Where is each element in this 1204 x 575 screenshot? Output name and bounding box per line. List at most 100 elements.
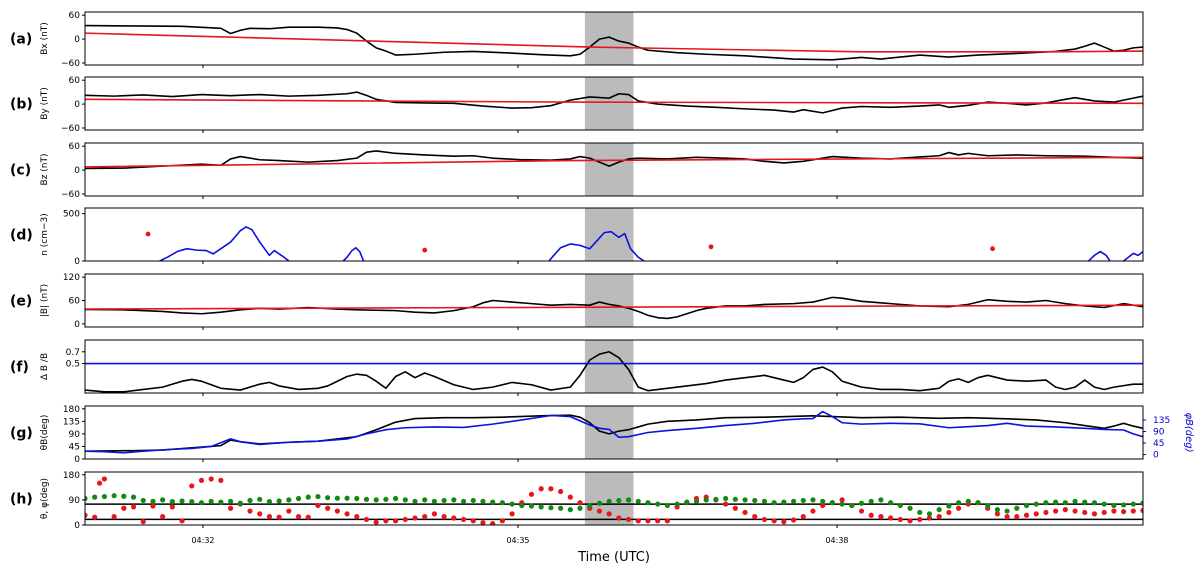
y-tick-label: 500: [63, 210, 80, 220]
data-point: [1033, 511, 1039, 517]
series-line-segment: [548, 230, 645, 261]
series-group: [85, 150, 1143, 170]
y-tick-label: 0: [74, 455, 80, 465]
data-point: [1101, 501, 1107, 507]
data-point: [1091, 500, 1098, 506]
data-point: [257, 496, 263, 502]
data-point: [625, 516, 632, 523]
shaded-interval: [584, 472, 634, 525]
data-point: [645, 518, 651, 524]
data-point: [237, 500, 243, 506]
data-point: [897, 516, 903, 523]
panel-frame: [84, 273, 1144, 328]
data-point: [96, 480, 103, 486]
series-group: [85, 296, 1143, 320]
data-point: [616, 515, 622, 521]
y-tick-label: −60: [61, 59, 80, 69]
data-point: [820, 498, 826, 504]
data-point: [373, 519, 379, 525]
panel-letter: (d): [10, 228, 33, 244]
data-point: [752, 497, 758, 504]
series-line: [85, 32, 1143, 53]
data-point: [198, 477, 205, 483]
data-point: [810, 497, 816, 503]
data-point: [1014, 505, 1020, 511]
data-point: [490, 521, 496, 525]
data-point: [888, 500, 894, 506]
data-point: [965, 498, 971, 504]
data-point: [189, 498, 195, 505]
data-point: [198, 500, 205, 506]
data-point: [490, 499, 496, 505]
data-point: [1053, 499, 1059, 505]
y-tick-label: 0: [74, 35, 80, 45]
data-point: [1062, 507, 1068, 513]
data-point: [752, 514, 758, 520]
data-point: [878, 514, 884, 520]
data-point: [781, 519, 787, 525]
data-point: [393, 518, 399, 524]
data-point: [441, 514, 447, 520]
data-point: [179, 518, 185, 524]
data-point: [208, 498, 214, 504]
data-point: [1043, 509, 1049, 516]
series-line: [85, 304, 1143, 310]
data-point: [412, 515, 418, 521]
series-group: [85, 410, 1143, 454]
data-point: [596, 508, 603, 514]
data-point: [858, 508, 865, 514]
data-point: [994, 511, 1001, 517]
y-tick-label: 60: [69, 297, 81, 307]
panel-d: 500 0 (d) n (cm−3): [10, 207, 1144, 267]
series-line-segment: [159, 226, 290, 261]
data-point: [839, 501, 845, 507]
data-point: [635, 498, 641, 504]
data-point: [955, 505, 962, 511]
series-group: [85, 91, 1143, 114]
data-point: [393, 495, 399, 502]
data-point: [480, 520, 486, 525]
y-tick-label: 60: [69, 11, 81, 21]
data-point: [363, 496, 370, 502]
panel-a: 60 0 −60 (a) Bx (nT): [10, 11, 1144, 69]
data-point: [451, 515, 457, 521]
panel-h: 180 90 0 (h) θ, φ(deg): [10, 471, 1144, 531]
data-point: [1140, 500, 1143, 506]
series-line: [85, 156, 1143, 168]
data-point: [218, 477, 224, 483]
panel-frame: [84, 142, 1144, 197]
data-point: [655, 518, 661, 524]
data-point: [85, 495, 88, 502]
data-point: [1072, 508, 1078, 514]
right-tick-label: 45: [1153, 439, 1164, 449]
data-point: [422, 247, 428, 253]
series-line: [85, 98, 1143, 105]
y-tick-label: 90: [69, 430, 81, 440]
y-tick-label: −60: [61, 190, 80, 200]
data-point: [897, 502, 903, 509]
data-point: [509, 511, 515, 517]
y-tick-label: 90: [69, 496, 81, 506]
data-point: [334, 508, 340, 514]
panel-frame: [84, 76, 1144, 131]
data-point: [926, 511, 933, 517]
data-point: [1091, 511, 1098, 517]
panel-c: 60 0 −60 (c) Bz (nT): [10, 142, 1144, 200]
data-point: [519, 502, 525, 509]
y-axis-label: θB(deg): [40, 415, 50, 451]
y-axis-label: By (nT): [40, 87, 50, 120]
shaded-interval: [584, 406, 634, 459]
panel-frame: [84, 339, 1144, 394]
data-point: [625, 497, 632, 503]
data-point: [402, 497, 408, 503]
series-line-segment: [1088, 250, 1111, 261]
panel-letter: (c): [10, 163, 31, 179]
data-point: [121, 493, 127, 499]
data-point: [499, 518, 505, 524]
data-point: [800, 514, 806, 520]
data-point: [790, 517, 797, 523]
data-point: [145, 231, 151, 237]
data-point: [1072, 498, 1078, 504]
data-point: [1082, 499, 1088, 505]
data-point: [121, 505, 127, 511]
